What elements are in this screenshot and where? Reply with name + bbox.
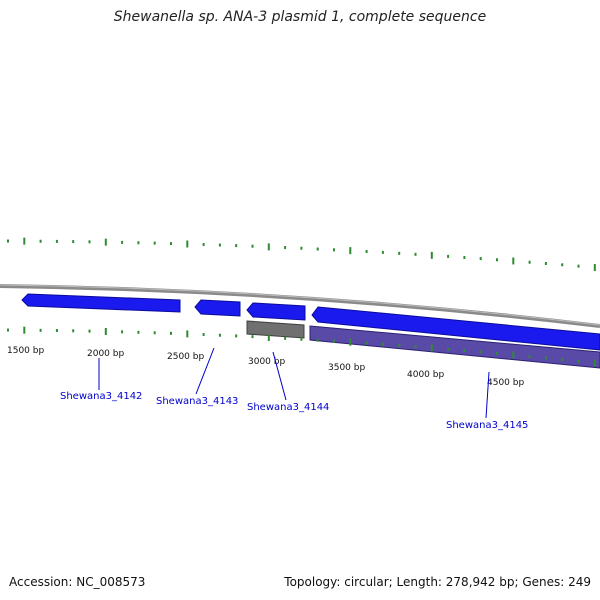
gene-label[interactable]: Shewana3_4145 [446, 420, 528, 431]
gene-leader-line [485, 371, 490, 419]
bp-label-4000: 4000 bp [407, 370, 444, 380]
gene-leader-line [272, 351, 287, 401]
outer-tick-marks [7, 237, 596, 272]
bp-label-2000: 2000 bp [87, 349, 124, 359]
bp-label-3000: 3000 bp [248, 357, 285, 367]
backbone-ring-highlight [0, 284, 600, 326]
inner-tick-marks [7, 326, 596, 367]
gene-label[interactable]: Shewana3_4142 [60, 391, 142, 402]
backbone-ring [0, 284, 600, 328]
gene-label[interactable]: Shewana3_4144 [247, 402, 329, 413]
map-title: Shewanella sp. ANA-3 plasmid 1, complete… [113, 9, 487, 25]
gene-arrow-forward [194, 299, 241, 317]
bp-label-4500: 4500 bp [487, 378, 524, 388]
feature-bar-reverse [246, 320, 305, 339]
gene-arrow-forward [21, 293, 181, 313]
sequence-summary: Topology: circular; Length: 278,942 bp; … [284, 575, 591, 589]
gene-leader-line [195, 347, 215, 395]
gene-label[interactable]: Shewana3_4143 [156, 396, 238, 407]
gene-bar-reverse [309, 325, 600, 369]
accession-text: Accession: NC_008573 [9, 575, 146, 589]
gene-arrow-forward [311, 306, 600, 351]
bp-label-3500: 3500 bp [328, 363, 365, 373]
bp-label-1500: 1500 bp [7, 346, 44, 356]
gene-arrow-forward [246, 302, 306, 321]
bp-label-2500: 2500 bp [167, 352, 204, 362]
